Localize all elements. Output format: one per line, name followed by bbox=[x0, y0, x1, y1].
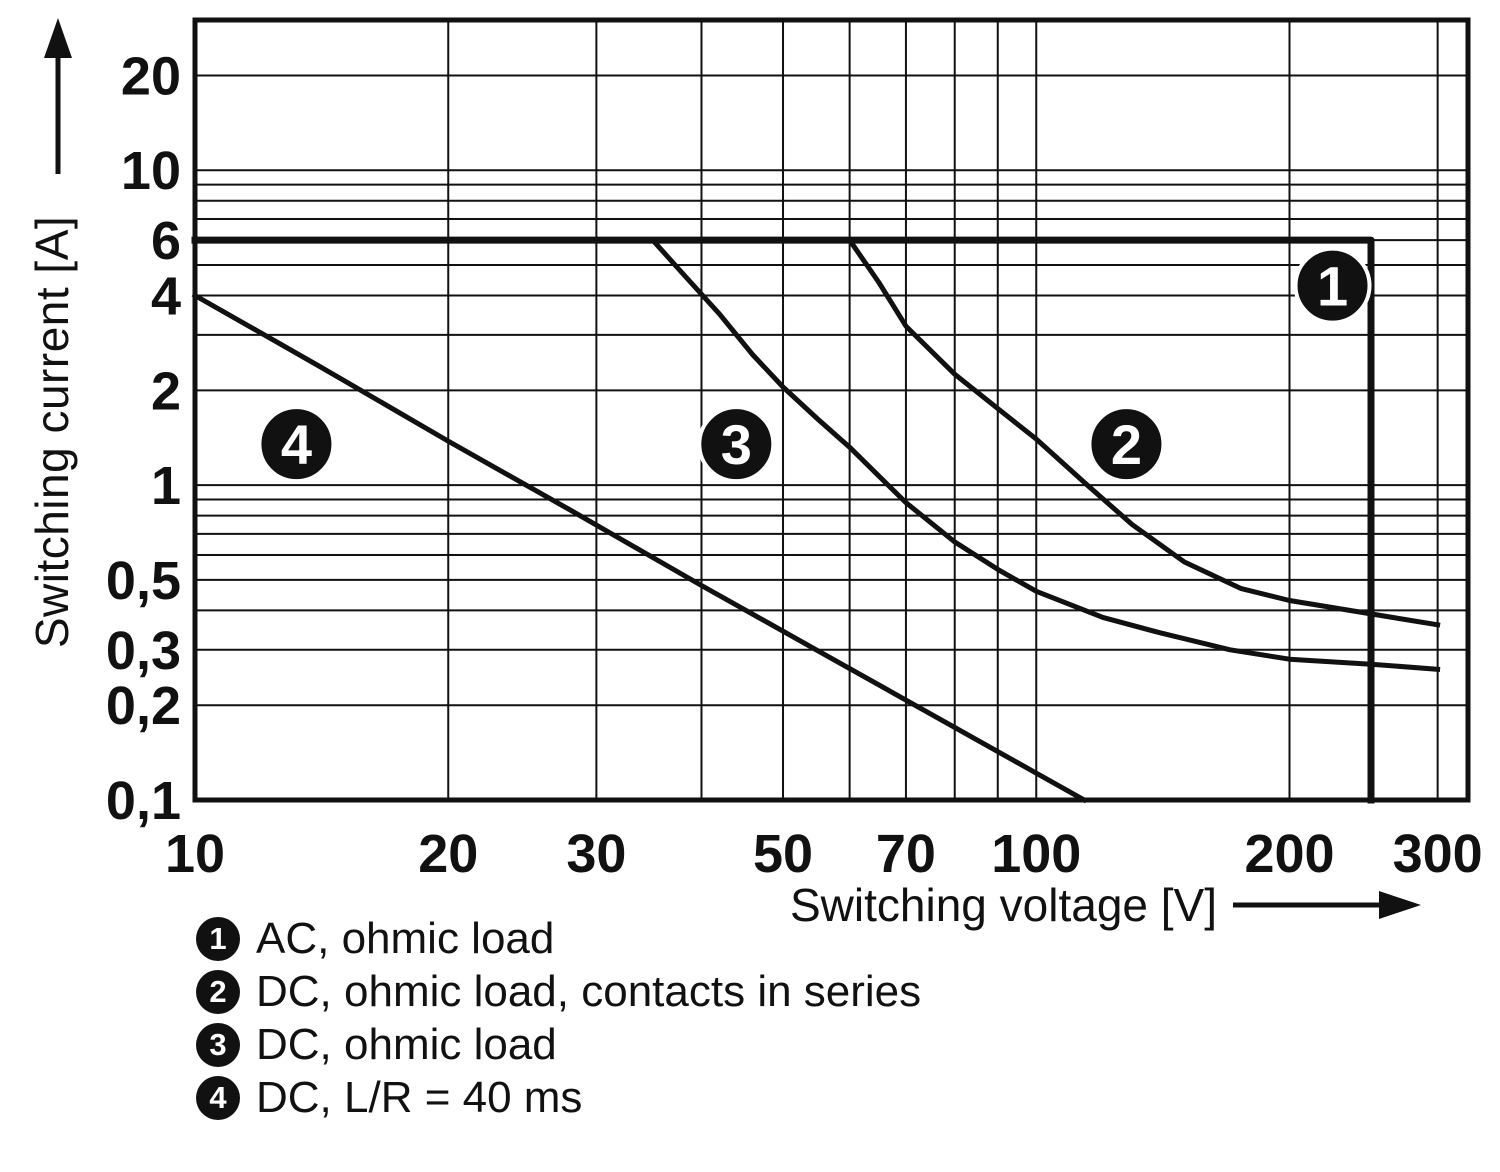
legend-item-4: 4 DC, L/R = 40 ms bbox=[196, 1073, 921, 1122]
legend-label-2: DC, ohmic load, contacts in series bbox=[256, 967, 922, 1016]
curve-callout-2 bbox=[1087, 405, 1166, 484]
y-tick-label: 2 bbox=[151, 361, 181, 421]
x-tick-label: 20 bbox=[418, 824, 478, 884]
y-tick-label: 6 bbox=[151, 211, 181, 271]
legend-item-3: 3 DC, ohmic load bbox=[196, 1020, 921, 1069]
x-tick-label: 100 bbox=[991, 824, 1081, 884]
y-tick-label: 1 bbox=[151, 456, 181, 516]
legend: 1 AC, ohmic load 2 DC, ohmic load, contacts… bbox=[196, 914, 922, 1122]
plot-frame bbox=[192, 17, 1471, 803]
curve-callout-label: 2 bbox=[1111, 413, 1142, 476]
y-tick-label: 20 bbox=[121, 46, 181, 106]
y-tick-label: 10 bbox=[121, 141, 181, 201]
curve-2 bbox=[846, 236, 1441, 628]
y-tick-label: 0,1 bbox=[106, 771, 181, 831]
y-tick-label: 4 bbox=[151, 267, 181, 327]
x-tick-label: 50 bbox=[753, 824, 813, 884]
curve-callout-1 bbox=[1293, 246, 1372, 325]
x-axis-title-row: Switching voltage [V] bbox=[790, 878, 1423, 932]
y-axis-arrow-icon bbox=[38, 16, 78, 181]
y-axis-title: Switching current [A] bbox=[26, 215, 78, 649]
curve-callout-label: 3 bbox=[721, 413, 752, 476]
x-axis-title: Switching voltage [V] bbox=[790, 879, 1218, 931]
y-tick-label: 0,2 bbox=[106, 676, 181, 736]
curve-callout-4 bbox=[257, 405, 336, 484]
legend-label-4: DC, L/R = 40 ms bbox=[256, 1073, 583, 1122]
legend-marker-4: 4 bbox=[196, 1076, 240, 1120]
curve-4 bbox=[191, 292, 1088, 804]
x-tick-label: 10 bbox=[165, 824, 225, 884]
x-tick-label: 200 bbox=[1244, 824, 1334, 884]
curve-callout-label: 1 bbox=[1317, 255, 1348, 318]
legend-item-1: 1 AC, ohmic load bbox=[196, 914, 921, 963]
curve-callout-label: 4 bbox=[281, 413, 312, 476]
curve-callout-3 bbox=[697, 405, 776, 484]
legend-marker-2: 2 bbox=[196, 970, 240, 1014]
legend-item-2: 2 DC, ohmic load, contacts in series bbox=[196, 967, 922, 1016]
legend-marker-3: 3 bbox=[196, 1023, 240, 1067]
x-tick-label: 70 bbox=[876, 824, 936, 884]
legend-label-3: DC, ohmic load bbox=[256, 1020, 557, 1069]
legend-label-1: AC, ohmic load bbox=[256, 914, 555, 963]
x-tick-label: 30 bbox=[566, 824, 626, 884]
legend-marker-1: 1 bbox=[196, 917, 240, 961]
y-tick-label: 0,5 bbox=[106, 551, 181, 611]
x-tick-label: 300 bbox=[1393, 824, 1483, 884]
y-tick-label: 0,3 bbox=[106, 621, 181, 681]
x-axis-arrow-icon bbox=[1233, 891, 1422, 919]
curve-3 bbox=[649, 236, 1441, 672]
